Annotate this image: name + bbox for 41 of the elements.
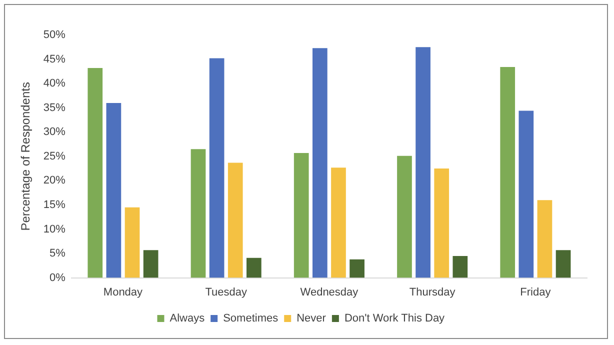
bar (556, 250, 571, 278)
legend-label: Never (296, 312, 326, 325)
bar (350, 259, 364, 278)
y-tick-label: 50% (43, 29, 66, 42)
y-tick-label: 35% (43, 102, 66, 114)
bar (246, 258, 262, 278)
y-tick-label: 20% (43, 174, 66, 187)
y-tick-label: 30% (43, 126, 66, 138)
x-tick-label: Tuesday (205, 286, 248, 298)
bar (124, 207, 140, 278)
bar (294, 153, 309, 278)
x-tick-label: Wednesday (300, 286, 359, 298)
bar (416, 47, 430, 278)
legend-label: Always (170, 312, 206, 325)
bar (106, 102, 122, 278)
y-tick-label: 25% (43, 150, 66, 162)
y-axis-title: Percentage of Respondents (18, 82, 33, 231)
bar (209, 58, 224, 278)
bar (88, 68, 103, 278)
bar (190, 149, 206, 278)
x-tick-label: Friday (520, 286, 552, 298)
bar (397, 156, 412, 278)
bar (500, 67, 516, 278)
x-tick-label: Thursday (409, 286, 456, 298)
x-tick-label: Monday (103, 286, 144, 298)
y-tick-label: 45% (43, 53, 66, 66)
bar (331, 168, 346, 278)
y-tick-label: 40% (43, 78, 66, 90)
legend-label: Sometimes (223, 312, 279, 325)
bar (228, 162, 243, 278)
y-tick-label: 15% (43, 198, 66, 211)
bar (434, 168, 450, 278)
y-tick-label: 5% (50, 248, 66, 260)
bar (518, 110, 534, 278)
bar (537, 200, 552, 278)
bar (452, 256, 468, 278)
legend-label: Don't Work This Day (344, 312, 446, 325)
bar (312, 48, 328, 278)
y-tick-label: 0% (50, 272, 66, 284)
y-tick-label: 10% (43, 223, 66, 236)
bar (143, 250, 158, 278)
